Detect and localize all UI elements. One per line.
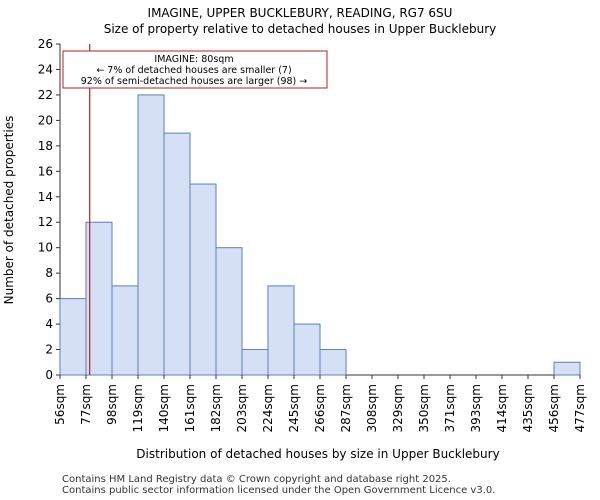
annotation-line2: ← 7% of detached houses are smaller (7): [96, 65, 291, 76]
annotation-box: IMAGINE: 80sqm ← 7% of detached houses a…: [62, 50, 328, 89]
y-tick-label: 14: [38, 190, 53, 204]
x-tick-label: 329sqm: [391, 384, 405, 432]
y-tick-label: 20: [38, 113, 53, 127]
y-tick-label: 4: [45, 317, 53, 331]
x-tick-label: 414sqm: [495, 384, 509, 432]
annotation-line3: 92% of semi-detached houses are larger (…: [81, 76, 308, 87]
x-tick-label: 98sqm: [105, 384, 119, 425]
annotation-line1: IMAGINE: 80sqm: [154, 54, 233, 65]
bar-456sqm: [553, 361, 581, 376]
y-tick-label: 18: [38, 139, 53, 153]
x-tick-label: 435sqm: [521, 384, 535, 432]
y-tick-label: 10: [38, 241, 53, 255]
y-tick-label: 0: [45, 368, 53, 382]
x-tick-label: 140sqm: [157, 384, 171, 432]
bar-140sqm: [163, 132, 191, 376]
bar-161sqm: [189, 183, 217, 376]
x-tick-label: 56sqm: [53, 384, 67, 425]
x-axis-ticks: 56sqm 77sqm 98sqm 119sqm 140sqm 161sqm 182sqm 2…: [53, 375, 587, 432]
y-tick-label: 24: [38, 62, 53, 76]
bar-77sqm: [85, 221, 113, 376]
bar-98sqm: [111, 285, 139, 376]
bar-266sqm: [319, 349, 347, 376]
chart-bars: [59, 94, 581, 376]
y-axis-label: Number of detached properties: [2, 116, 16, 305]
y-tick-label: 22: [38, 88, 53, 102]
x-tick-label: 119sqm: [131, 384, 145, 432]
bar-56sqm: [59, 298, 87, 376]
y-tick-label: 16: [38, 164, 53, 178]
x-tick-label: 182sqm: [209, 384, 223, 432]
bar-245sqm: [293, 323, 321, 376]
x-tick-label: 477sqm: [573, 384, 587, 432]
x-tick-label: 456sqm: [547, 384, 561, 432]
x-tick-label: 161sqm: [183, 384, 197, 432]
y-tick-label: 12: [38, 215, 53, 229]
y-tick-label: 8: [45, 266, 53, 280]
bar-119sqm: [137, 94, 165, 376]
footer-licence: Contains public sector information licen…: [62, 485, 496, 496]
y-tick-label: 2: [45, 343, 53, 357]
chart-title-line1: IMAGINE, UPPER BUCKLEBURY, READING, RG7 …: [148, 6, 453, 20]
x-tick-label: 203sqm: [235, 384, 249, 432]
y-tick-label: 6: [45, 292, 53, 306]
x-tick-label: 350sqm: [417, 384, 431, 432]
y-tick-label: 26: [38, 37, 53, 51]
x-axis-label: Distribution of detached houses by size …: [136, 447, 499, 461]
x-tick-label: 245sqm: [287, 384, 301, 432]
bar-224sqm: [267, 285, 295, 376]
bar-203sqm: [241, 349, 269, 376]
x-tick-label: 371sqm: [443, 384, 457, 432]
x-tick-label: 224sqm: [261, 384, 275, 432]
x-tick-label: 308sqm: [365, 384, 379, 432]
chart-title-line2: Size of property relative to detached ho…: [104, 22, 497, 36]
x-tick-label: 77sqm: [79, 384, 93, 425]
footer-copyright: Contains HM Land Registry data © Crown c…: [62, 474, 451, 485]
x-tick-label: 287sqm: [339, 384, 353, 432]
x-tick-label: 393sqm: [469, 384, 483, 432]
x-tick-label: 266sqm: [313, 384, 327, 432]
bar-182sqm: [215, 247, 243, 376]
